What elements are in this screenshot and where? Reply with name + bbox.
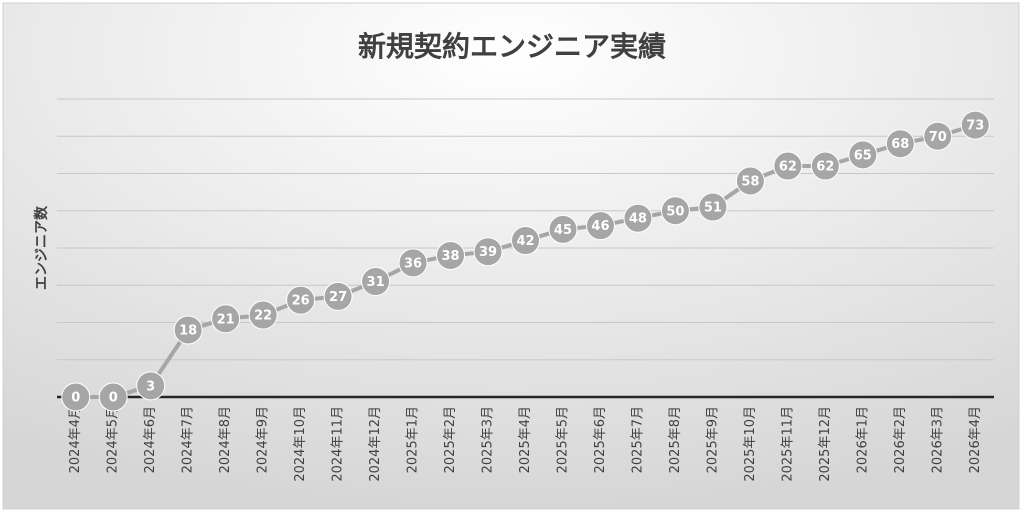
data-label: 48 — [629, 212, 647, 227]
x-tick-label: 2024年8月 — [218, 406, 233, 473]
x-tick-label: 2026年3月 — [930, 406, 945, 473]
data-point — [960, 110, 990, 140]
x-tick-label: 2024年11月 — [331, 406, 346, 482]
data-label: 73 — [966, 119, 984, 134]
x-tick-label: 2025年11月 — [780, 406, 795, 482]
data-point — [436, 240, 466, 270]
data-point — [585, 211, 615, 241]
data-point — [136, 371, 166, 401]
data-label: 51 — [704, 201, 722, 216]
data-label: 45 — [554, 223, 572, 238]
data-label: 22 — [254, 309, 272, 324]
data-label: 65 — [854, 148, 872, 163]
data-label: 39 — [479, 245, 497, 260]
data-point — [548, 214, 578, 244]
x-tick-label: 2024年12月 — [368, 406, 383, 482]
data-point — [735, 166, 765, 196]
data-point — [810, 151, 840, 181]
data-label: 38 — [441, 249, 459, 264]
data-label: 3 — [146, 379, 155, 394]
data-point — [473, 237, 503, 267]
data-label: 50 — [666, 204, 684, 219]
data-point — [361, 267, 391, 297]
data-point — [923, 121, 953, 151]
x-tick-label: 2025年10月 — [743, 406, 758, 482]
data-point — [98, 382, 128, 412]
data-point — [398, 248, 428, 278]
x-tick-label: 2024年5月 — [106, 406, 121, 473]
x-tick-label: 2025年7月 — [630, 406, 645, 473]
x-tick-label: 2026年1月 — [855, 406, 870, 473]
data-point — [173, 315, 203, 345]
data-label: 27 — [329, 290, 347, 305]
x-tick-label: 2024年6月 — [143, 406, 158, 473]
data-label: 46 — [591, 219, 609, 234]
x-tick-label: 2025年5月 — [555, 406, 570, 473]
data-label: 58 — [741, 174, 759, 189]
data-label: 18 — [179, 323, 197, 338]
data-point — [511, 226, 540, 256]
data-label: 42 — [516, 234, 534, 249]
x-tick-label: 2024年7月 — [181, 406, 196, 473]
data-point — [885, 129, 915, 159]
data-point — [248, 300, 278, 330]
data-label: 31 — [367, 275, 385, 290]
data-point — [660, 196, 690, 226]
x-tick-label: 2025年12月 — [818, 406, 833, 482]
data-label: 62 — [779, 160, 797, 175]
x-tick-label: 2025年3月 — [481, 406, 496, 473]
x-tick-label: 2025年4月 — [518, 406, 533, 473]
x-tick-label: 2025年8月 — [668, 406, 683, 473]
data-label: 62 — [816, 160, 834, 175]
data-point — [286, 285, 316, 315]
data-label: 0 — [71, 391, 80, 406]
x-tick-label: 2024年9月 — [256, 406, 271, 473]
data-label: 70 — [929, 130, 947, 145]
data-point — [211, 304, 241, 334]
x-tick-label: 2026年4月 — [968, 406, 983, 473]
x-tick-label: 2026年2月 — [893, 406, 908, 473]
data-point — [773, 151, 803, 181]
x-tick-label: 2025年2月 — [443, 406, 458, 473]
x-tick-label: 2025年9月 — [705, 406, 720, 473]
x-tick-label: 2025年1月 — [406, 406, 421, 473]
data-point — [623, 203, 653, 233]
data-label: 26 — [292, 294, 310, 309]
data-point — [61, 382, 91, 412]
data-point — [698, 192, 728, 222]
data-label: 36 — [404, 256, 422, 271]
data-point — [323, 281, 353, 311]
data-label: 0 — [109, 391, 118, 406]
chart-title: 新規契約エンジニア実績 — [358, 30, 666, 63]
x-tick-label: 2025年6月 — [593, 406, 608, 473]
data-label: 21 — [217, 312, 235, 327]
x-tick-label: 2024年10月 — [293, 406, 308, 482]
x-tick-label: 2024年4月 — [68, 406, 83, 473]
data-label: 68 — [891, 137, 909, 152]
data-point — [848, 140, 878, 170]
y-axis-label: エンジニア数 — [33, 205, 50, 290]
